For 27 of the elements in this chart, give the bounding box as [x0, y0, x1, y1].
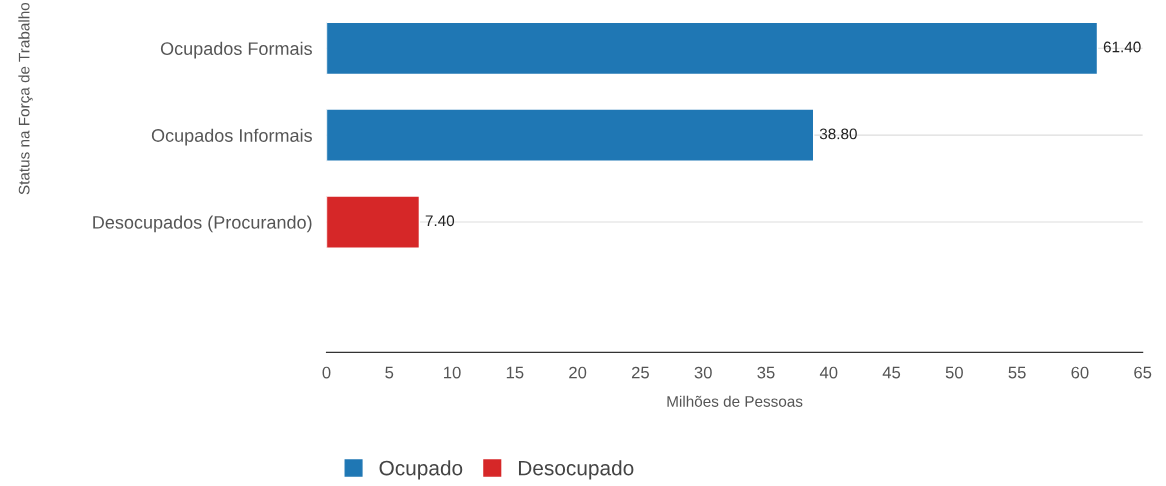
x-tick-label: 50: [945, 366, 963, 379]
x-tick-label: 45: [882, 366, 901, 379]
x-tick-label: 15: [506, 366, 524, 379]
x-tick-label: 35: [757, 366, 775, 379]
data-label: 61.40: [1103, 41, 1141, 53]
y-tick-label: Ocupados Formais: [160, 41, 312, 59]
legend-label: Desocupado: [518, 460, 634, 480]
data-label: 38.80: [819, 128, 857, 140]
bar: [326, 21, 1099, 76]
x-tick-label: 65: [1134, 366, 1152, 379]
x-tick-label: 30: [694, 366, 712, 379]
x-tick-label: 40: [819, 366, 838, 379]
x-tick-label: 55: [1008, 366, 1026, 379]
y-tick-label: Desocupados (Procurando): [93, 215, 312, 233]
x-tick-label: 5: [385, 366, 394, 379]
x-tick-label: 0: [322, 366, 331, 379]
y-axis-title: Status na Força de Trabalho: [18, 2, 33, 195]
x-tick-label: 20: [569, 366, 587, 379]
y-tick-label: Ocupados Informais: [151, 128, 312, 146]
x-tick-label: 60: [1071, 366, 1089, 379]
x-tick-label: 10: [444, 366, 461, 379]
x-axis-title: Milhões de Pessoas: [667, 395, 803, 407]
legend-label: Ocupado: [379, 460, 463, 480]
bar: [326, 108, 815, 162]
x-tick-label: 25: [631, 366, 649, 379]
data-label: 7.40: [425, 215, 455, 227]
bar: [326, 195, 421, 249]
